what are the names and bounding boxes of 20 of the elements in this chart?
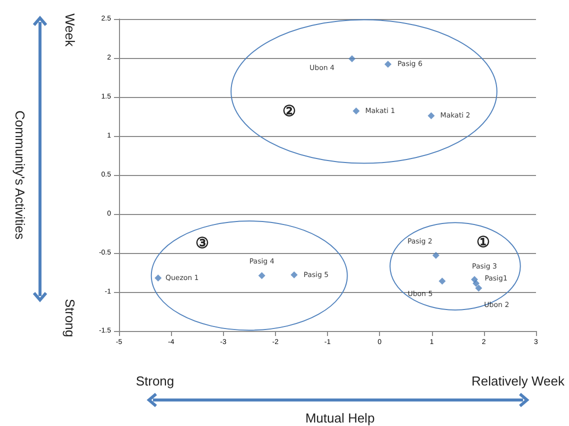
point: [428, 112, 435, 120]
text: Community's Activities: [12, 110, 28, 240]
text: Relatively Week: [472, 374, 564, 388]
x-axis-title: Mutual Help: [305, 410, 375, 426]
point: [438, 278, 446, 285]
annotation: ①: [476, 233, 490, 251]
text: Week: [62, 14, 78, 46]
point: [154, 274, 162, 282]
annotation: ②: [282, 102, 296, 120]
point: [384, 60, 392, 68]
point: [348, 55, 356, 62]
point: [472, 280, 480, 287]
point: [258, 272, 266, 280]
text: Strong: [62, 298, 78, 338]
text: Strong: [136, 374, 174, 388]
annotation: ③: [196, 234, 208, 252]
point: [352, 108, 360, 115]
point: [475, 284, 482, 292]
point: [290, 271, 298, 278]
point: [432, 252, 440, 259]
